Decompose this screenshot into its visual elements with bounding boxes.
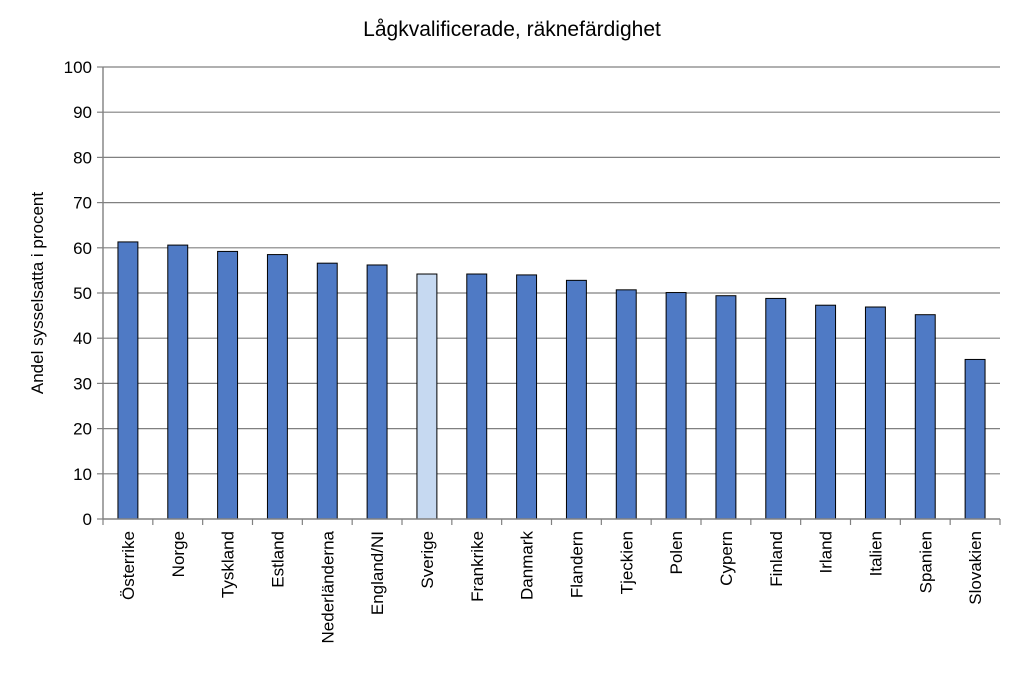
bar — [117, 241, 139, 520]
y-axis-title: Andel sysselsatta i procent — [28, 192, 47, 394]
bar — [416, 273, 438, 520]
x-tick-label: Italien — [866, 531, 885, 576]
bar — [765, 297, 787, 520]
y-tick-label: 30 — [73, 374, 92, 393]
x-tick-label: Flandern — [567, 531, 586, 598]
bar — [316, 262, 338, 520]
bar — [864, 306, 886, 520]
y-tick-labels: 0 10 20 30 40 50 60 70 80 90 100 — [64, 58, 92, 529]
x-tick-label: Frankrike — [468, 531, 487, 602]
bar — [715, 295, 737, 520]
chart-title: Lågkvalificerade, räknefärdighet — [363, 18, 661, 41]
bar — [665, 292, 687, 520]
x-tick-label: Tyskland — [219, 531, 238, 598]
x-tick-label: England/NI — [368, 531, 387, 615]
axes — [97, 66, 1001, 525]
bar — [615, 289, 637, 520]
x-tick-label: Nederländerna — [318, 530, 337, 643]
x-tick-label: Finland — [767, 531, 786, 587]
x-tick-label: Irland — [817, 531, 836, 574]
bar — [565, 279, 587, 520]
bar — [815, 304, 837, 520]
bar — [964, 358, 986, 520]
y-tick-label: 50 — [73, 284, 92, 303]
x-tick-label: Cypern — [717, 531, 736, 586]
bar — [266, 254, 288, 520]
x-tick-label: Slovakien — [966, 531, 985, 605]
x-tick-label: Österrike — [119, 531, 138, 600]
y-tick-label: 0 — [83, 510, 92, 529]
x-tick-label: Estland — [268, 531, 287, 588]
bar — [516, 274, 538, 520]
y-tick-label: 90 — [73, 103, 92, 122]
y-tick-label: 40 — [73, 329, 92, 348]
bar — [167, 244, 189, 520]
y-tick-label: 100 — [64, 58, 92, 77]
y-tick-label: 70 — [73, 194, 92, 213]
gridlines — [103, 66, 1000, 475]
y-tick-label: 80 — [73, 148, 92, 167]
bar — [217, 250, 239, 520]
bar — [466, 273, 488, 520]
bar — [366, 264, 388, 520]
x-tick-label: Danmark — [518, 531, 537, 600]
y-tick-label: 20 — [73, 420, 92, 439]
x-tick-label: Spanien — [916, 531, 935, 593]
x-tick-labels: Österrike Norge Tyskland Estland Nederländer… — [119, 530, 985, 643]
x-tick-label: Norge — [169, 531, 188, 577]
x-tick-label: Sverige — [418, 531, 437, 589]
x-tick-label: Tjeckien — [617, 531, 636, 594]
bars — [117, 241, 986, 520]
bar — [914, 314, 936, 520]
y-tick-label: 10 — [73, 465, 92, 484]
x-tick-label: Polen — [667, 531, 686, 574]
y-tick-label: 60 — [73, 239, 92, 258]
